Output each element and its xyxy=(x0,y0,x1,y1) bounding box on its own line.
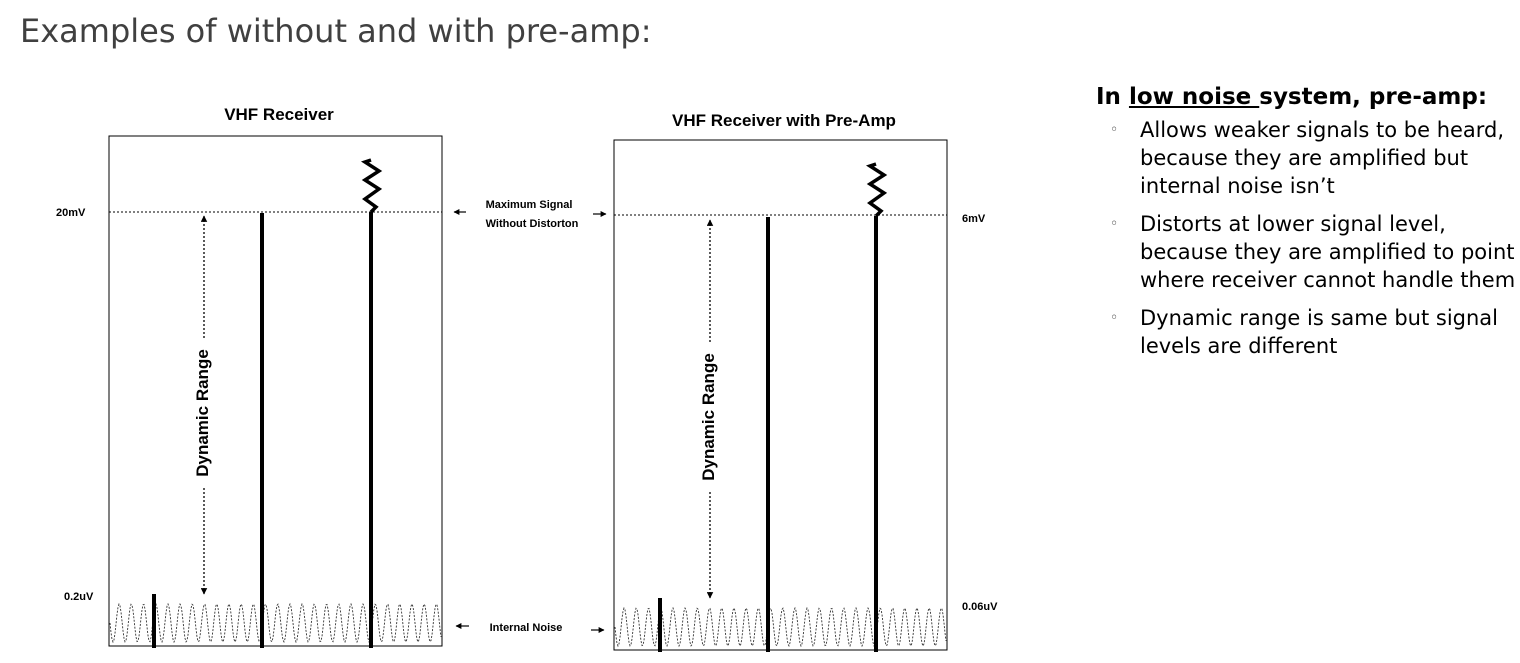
heading-prefix: In xyxy=(1096,84,1129,110)
right-dynamic-range-label-bg xyxy=(698,342,722,492)
right-panel: VHF Receiver with Pre-Amp 6mV 0.06uV Dyn… xyxy=(613,111,998,652)
bullet-text: Allows weaker signals to be heard, becau… xyxy=(1140,118,1505,198)
right-panel-frame xyxy=(613,139,948,651)
bullet-text: Distorts at lower signal level, because … xyxy=(1140,212,1516,292)
explanation-panel: In low noise system, pre-amp: ◦ Allows we… xyxy=(1096,84,1516,370)
explanation-bullets: ◦ Allows weaker signals to be heard, beca… xyxy=(1096,116,1516,360)
bullet-item: ◦ Dynamic range is same but signal levels… xyxy=(1096,304,1516,360)
explanation-heading: In low noise system, pre-amp: xyxy=(1096,84,1516,110)
left-dynamic-range-label-bg xyxy=(192,338,216,488)
left-panel: VHF Receiver 20mV 0.2uV Dynamic Range xyxy=(56,105,443,648)
dynamic-range-diagram: VHF Receiver 20mV 0.2uV Dynamic Range Ma… xyxy=(56,105,998,652)
right-internal-noise-wave xyxy=(614,606,947,648)
center-annotations: Maximum Signal Without Distorton Interna… xyxy=(453,199,607,634)
internal-noise-label: Internal Noise xyxy=(490,622,563,634)
left-panel-frame xyxy=(108,135,443,647)
heading-suffix: system, pre-amp: xyxy=(1259,84,1488,110)
right-top-level-label: 6mV xyxy=(962,213,986,225)
bullet-marker: ◦ xyxy=(1110,122,1119,138)
left-top-level-label: 20mV xyxy=(56,207,86,219)
bullet-text: Dynamic range is same but signal levels … xyxy=(1140,306,1499,358)
left-dynamic-range-label: Dynamic Range xyxy=(193,349,212,477)
left-internal-noise-wave xyxy=(109,602,442,644)
left-bottom-level-label: 0.2uV xyxy=(64,591,94,603)
bullet-marker: ◦ xyxy=(1110,216,1119,232)
right-panel-title: VHF Receiver with Pre-Amp xyxy=(672,111,896,130)
right-bottom-level-label: 0.06uV xyxy=(962,601,998,613)
right-dynamic-range-label: Dynamic Range xyxy=(699,353,718,481)
left-distortion-zigzag xyxy=(360,158,383,214)
max-signal-label-line2: Without Distorton xyxy=(486,218,579,230)
bullet-item: ◦ Allows weaker signals to be heard, beca… xyxy=(1096,116,1516,200)
bullet-marker: ◦ xyxy=(1110,310,1119,326)
max-signal-label-line1: Maximum Signal xyxy=(486,199,573,211)
left-panel-title: VHF Receiver xyxy=(224,105,334,124)
bullet-item: ◦ Distorts at lower signal level, because… xyxy=(1096,210,1516,294)
slide-title: Examples of without and with pre-amp: xyxy=(20,12,652,50)
heading-underlined-term: low noise xyxy=(1128,84,1260,110)
right-distortion-zigzag xyxy=(865,162,888,218)
